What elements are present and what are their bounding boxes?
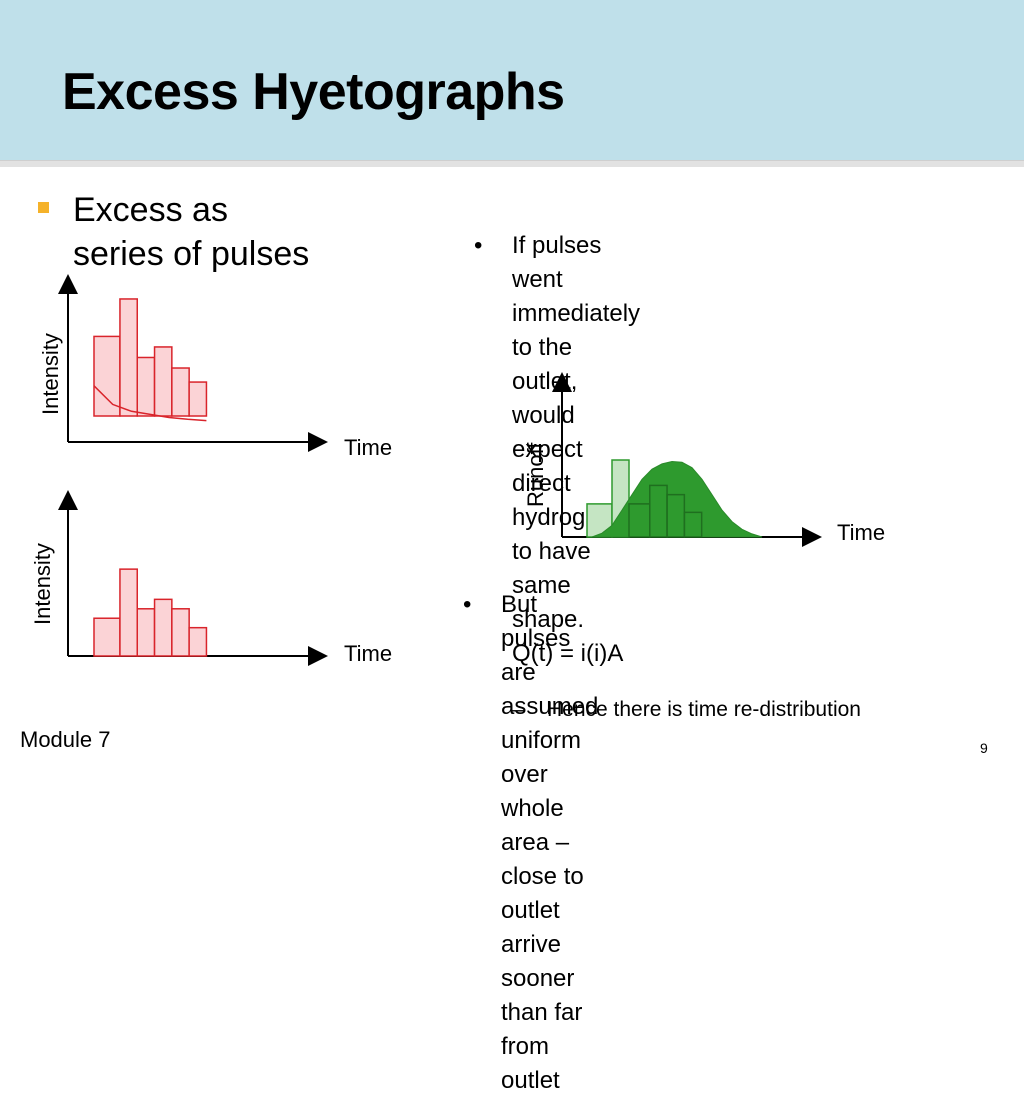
- pulse-bar: [136, 356, 156, 417]
- module-label: Module 7: [20, 727, 111, 752]
- page-number: 9: [980, 740, 988, 756]
- pulse-hyetograph-chart: Time Intensity: [30, 490, 392, 666]
- sub-bullet-text: Hence there is time re-distribution: [547, 698, 861, 721]
- bullet-2-line-3: arrive sooner than far from outlet: [501, 931, 583, 1094]
- main-bullet-line-1: Excess as: [73, 191, 228, 229]
- bullet-2-line-2: over whole area – close to outlet: [501, 761, 584, 924]
- pulse-bar: [683, 511, 703, 538]
- pulse-bar: [119, 298, 138, 417]
- pulse-bar: [93, 335, 121, 417]
- x-axis-label: Time: [344, 641, 392, 666]
- pulse-bar: [171, 367, 190, 417]
- runoff-hydrograph-chart: Time Runoff: [523, 372, 885, 547]
- bullet-1-formula: Q(t) = i(i)A: [512, 640, 624, 667]
- sub-bullet-dash: –: [512, 698, 524, 721]
- bullet-dot-icon: •: [463, 591, 472, 618]
- slide-title: Excess Hyetographs: [62, 63, 565, 121]
- pulse-bar: [171, 608, 190, 657]
- pulse-bar: [136, 608, 156, 657]
- pulse-bar: [93, 617, 121, 657]
- bullet-2-line-1: But pulses are assumed uniform: [501, 591, 599, 754]
- bullet-dot-icon: •: [474, 232, 483, 259]
- main-bullet-line-2: series of pulses: [73, 235, 310, 273]
- title-banner: [0, 0, 1024, 160]
- pulse-bar: [188, 381, 208, 417]
- pulse-bar: [188, 626, 208, 657]
- hydrograph-area: [591, 460, 763, 538]
- y-axis-label: Intensity: [38, 333, 63, 415]
- x-axis-label: Time: [837, 520, 885, 545]
- pulse-bar: [153, 598, 173, 657]
- y-axis-label: Runoff: [523, 442, 548, 507]
- loss-curve: [93, 385, 207, 422]
- bullet-square-icon: [38, 202, 49, 213]
- title-divider: [0, 160, 1024, 167]
- pulse-bar: [119, 568, 138, 657]
- bullet-1-line-1: If pulses went immediately to the: [512, 232, 641, 361]
- y-axis-label: Intensity: [30, 543, 55, 625]
- excess-hyetograph-chart: Time Intensity: [38, 274, 392, 460]
- pulse-bar: [153, 346, 173, 417]
- x-axis-label: Time: [344, 435, 392, 460]
